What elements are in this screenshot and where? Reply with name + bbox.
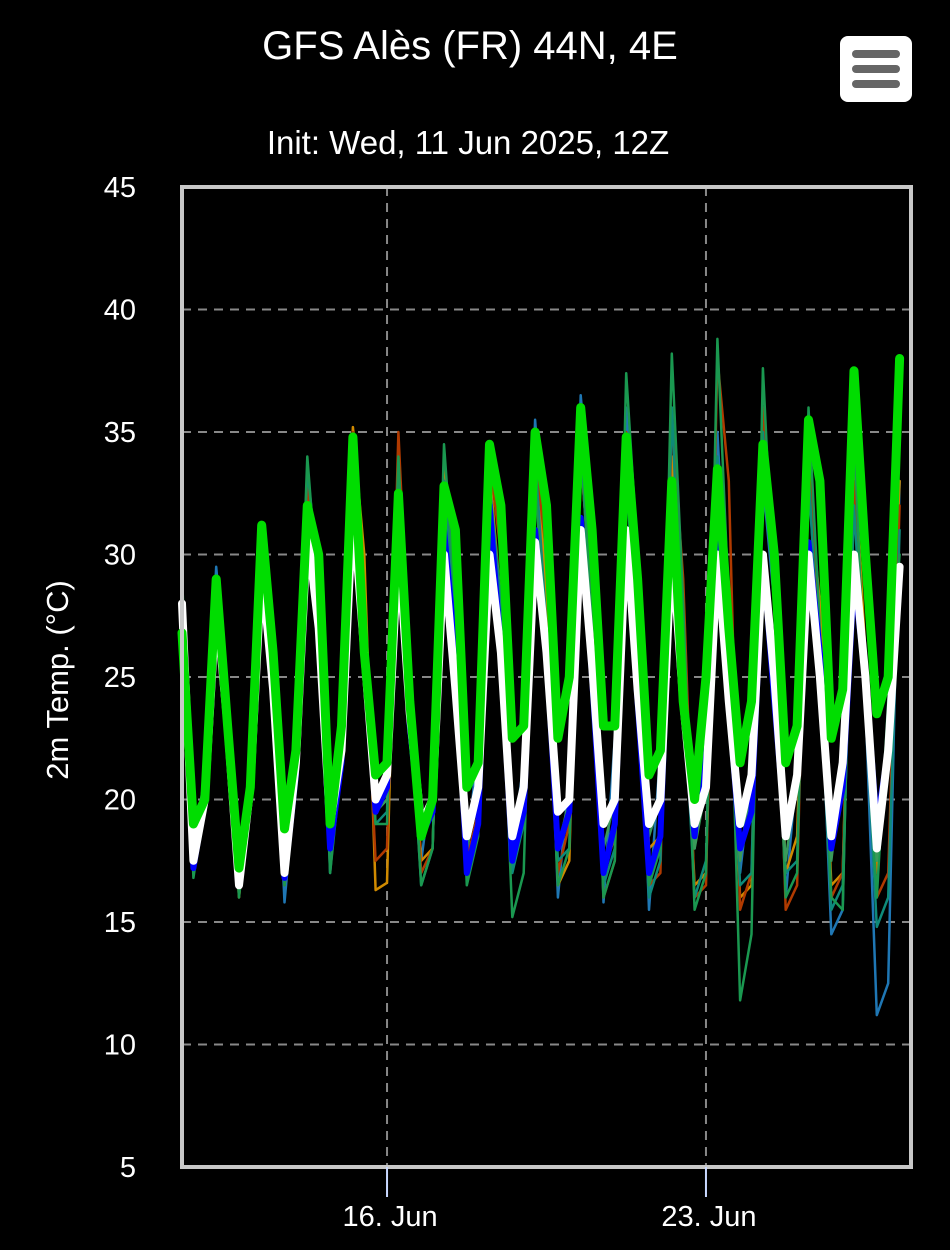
series-line-member [180,337,901,1002]
series-line-control [177,354,905,873]
y-tick-label: 15 [104,907,136,939]
y-tick-label: 40 [104,295,136,327]
y-tick-label: 30 [104,540,136,572]
y-tick-label: 5 [120,1152,136,1184]
y-axis-label: 2m Temp. (°C) [40,580,75,780]
grid [182,187,911,1167]
y-tick-label: 35 [104,417,136,449]
y-tick-label: 25 [104,662,136,694]
x-tick-label: 23. Jun [661,1201,756,1233]
plot-frame [180,185,913,1169]
y-tick-label: 10 [104,1030,136,1062]
series-lines [177,337,905,1017]
chart-title: GFS Alès (FR) 44N, 4E [262,24,678,68]
menu-button[interactable] [840,36,912,102]
x-tick-label: 16. Jun [342,1201,437,1233]
y-tick-label: 45 [104,172,136,204]
chart-subtitle: Init: Wed, 11 Jun 2025, 12Z [266,124,670,161]
y-axis-ticks: 5 10 15 20 25 30 35 40 45 [104,172,136,1184]
y-tick-label: 20 [104,785,136,817]
x-axis-ticks: 16. Jun 23. Jun [342,1167,757,1233]
